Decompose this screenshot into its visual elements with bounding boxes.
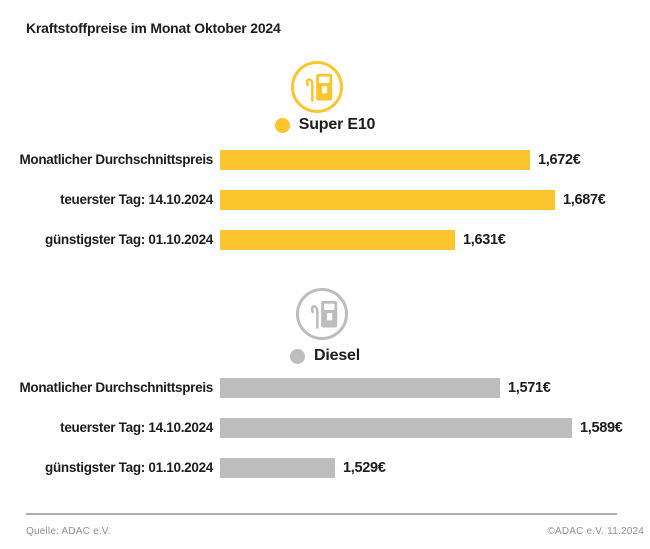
bar [220,190,555,210]
bar-row: Monatlicher Durchschnittspreis 1,672€ [0,150,650,170]
bar-row: teuerster Tag: 14.10.2024 1,687€ [0,190,650,210]
bar-row-label: teuerster Tag: 14.10.2024 [60,420,213,435]
bar [220,418,572,438]
legend-dot [290,348,306,364]
footer-divider [26,513,617,515]
bar-value-label: 1,631€ [463,232,506,248]
fuel-pump-badge [291,61,343,113]
legend: Super E10 [0,116,650,133]
bar-value-label: 1,589€ [580,420,623,436]
bar-row-label: teuerster Tag: 14.10.2024 [60,192,213,207]
bar [220,150,530,170]
chart-title: Kraftstoffpreise im Monat Oktober 2024 [26,20,281,36]
bar [220,378,500,398]
bar-row: günstigster Tag: 01.10.2024 1,631€ [0,230,650,250]
fuel-pump-icon [310,300,338,329]
bar-row-label: Monatlicher Durchschnittspreis [19,152,213,167]
footer-source: Quelle: ADAC e.V. [26,526,111,537]
bar-value-label: 1,529€ [343,460,386,476]
fuel-pump-badge [296,288,348,340]
bar-row-label: günstigster Tag: 01.10.2024 [45,460,213,475]
bar-value-label: 1,687€ [563,192,606,208]
bar-row: günstigster Tag: 01.10.2024 1,529€ [0,458,650,478]
legend-label: Super E10 [298,116,376,133]
footer-copyright: ©ADAC e.V. 11.2024 [547,526,644,537]
legend: Diesel [0,347,650,364]
bar-value-label: 1,571€ [508,380,551,396]
bar [220,458,335,478]
bar-row: Monatlicher Durchschnittspreis 1,571€ [0,378,650,398]
bar-row-label: Monatlicher Durchschnittspreis [19,380,213,395]
legend-label: Diesel [314,347,360,364]
bar-row-label: günstigster Tag: 01.10.2024 [45,232,213,247]
bar [220,230,455,250]
bar-row: teuerster Tag: 14.10.2024 1,589€ [0,418,650,438]
bar-value-label: 1,672€ [538,152,581,168]
legend-dot [274,117,290,133]
fuel-pump-icon [305,73,333,102]
